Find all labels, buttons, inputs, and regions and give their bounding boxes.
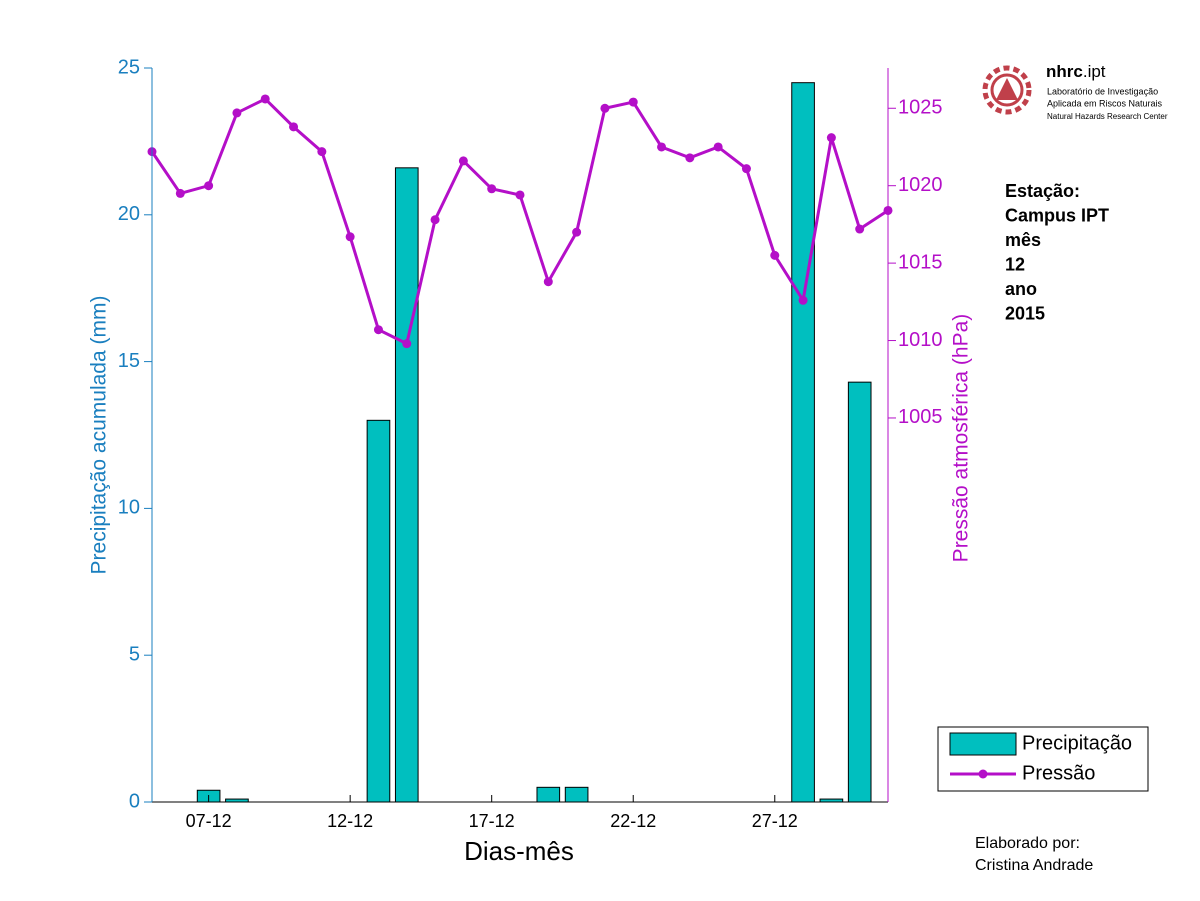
annotation: Campus IPT [1005, 205, 1109, 225]
point [657, 142, 667, 152]
x-tick-label: 17-12 [469, 811, 515, 831]
point [458, 156, 468, 166]
y2-axis-label: Pressão atmosférica (hPa) [950, 314, 973, 563]
legend: Precipitação Pressão [937, 726, 1149, 792]
point [175, 188, 185, 198]
point [826, 133, 836, 143]
point [543, 277, 553, 287]
point [232, 108, 242, 118]
x-axis-label: Dias-mês [464, 836, 574, 866]
point [713, 142, 723, 152]
y2-tick-label: 1015 [898, 251, 943, 273]
y-tick-label: 10 [118, 497, 140, 519]
y2-tick-label: 1025 [898, 97, 943, 119]
point [345, 232, 355, 242]
x-tick-label: 27-12 [752, 811, 798, 831]
bar [536, 786, 561, 803]
point [487, 184, 497, 194]
bar [564, 786, 589, 803]
point [572, 227, 582, 237]
credit: Cristina Andrade [975, 857, 1093, 874]
x-tick-label: 12-12 [327, 811, 373, 831]
point [770, 250, 780, 260]
annotation: 2015 [1005, 303, 1045, 323]
bar [394, 167, 419, 803]
annotation: mês [1005, 230, 1041, 250]
y2-tick-label: 1010 [898, 329, 943, 351]
credit: Elaborado por: [975, 835, 1080, 852]
annotation: ano [1005, 279, 1037, 299]
point [204, 181, 214, 191]
logo-inner [990, 73, 1024, 107]
logo-triangle [996, 78, 1018, 100]
logo-brand: nhrc.ipt [1046, 62, 1106, 81]
annotation: Estação: [1005, 181, 1080, 201]
point [260, 94, 270, 104]
y-tick-label: 20 [118, 203, 140, 225]
x-tick-label: 07-12 [186, 811, 232, 831]
point [317, 147, 327, 157]
point [402, 339, 412, 349]
point [373, 325, 383, 335]
point [685, 153, 695, 163]
point [289, 122, 299, 132]
logo-line: Natural Hazards Research Center [1047, 112, 1168, 121]
y2-tick-label: 1005 [898, 406, 943, 428]
legend-marker [978, 769, 988, 779]
point [741, 164, 751, 174]
y2-tick-label: 1020 [898, 174, 943, 196]
y-tick-label: 0 [129, 790, 140, 812]
legend-swatch [949, 732, 1017, 756]
logo-brand-rest: .ipt [1083, 62, 1106, 81]
x-tick-label: 22-12 [610, 811, 656, 831]
point [798, 295, 808, 305]
logo-line: Aplicada em Riscos Naturais [1047, 98, 1163, 108]
logo: nhrc.ipt Laboratório de Investigação Apl… [982, 62, 1168, 121]
legend-label: Precipitação [1022, 732, 1132, 754]
point [628, 97, 638, 107]
point [855, 224, 865, 234]
point [515, 190, 525, 200]
bar [791, 82, 815, 803]
point [600, 103, 610, 113]
y-tick-label: 5 [129, 643, 140, 665]
bar [366, 419, 391, 803]
annotation: 12 [1005, 254, 1025, 274]
legend-label: Pressão [1022, 762, 1095, 784]
y-tick-label: 15 [118, 350, 140, 372]
logo-line: Laboratório de Investigação [1047, 86, 1158, 96]
y-axis-label: Precipitação acumulada (mm) [88, 296, 111, 575]
y-tick-label: 25 [118, 56, 140, 78]
point [430, 215, 440, 225]
bar [847, 381, 872, 803]
logo-ring [982, 65, 1032, 115]
logo-brand-bold: nhrc [1046, 62, 1083, 81]
